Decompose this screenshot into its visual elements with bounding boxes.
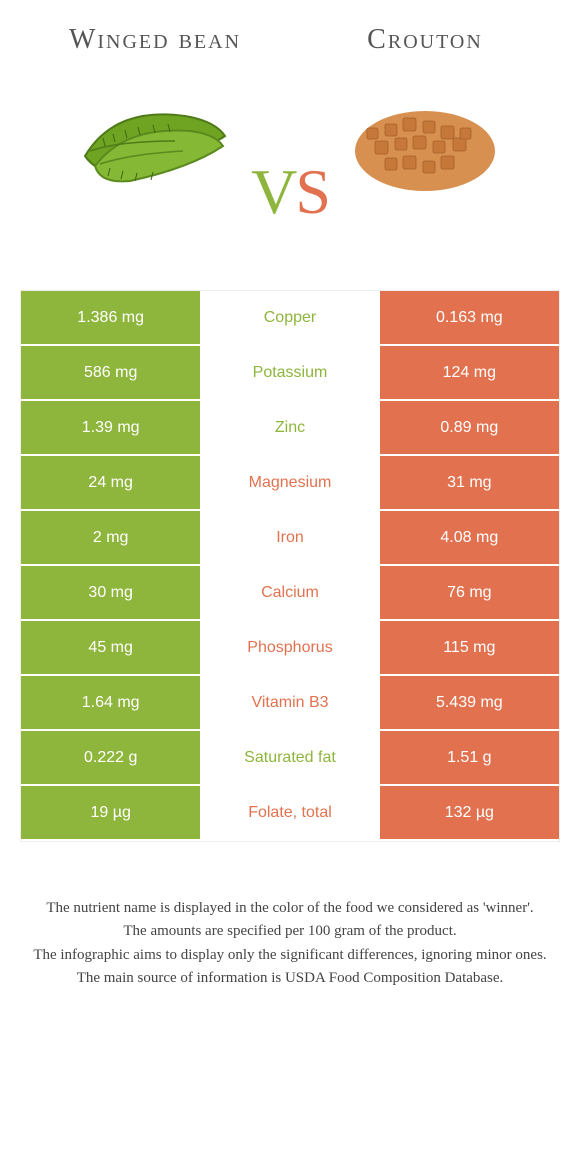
- footer-notes: The nutrient name is displayed in the co…: [30, 897, 550, 990]
- header: Winged bean Crou: [0, 0, 580, 280]
- left-value-cell: 1.39 mg: [21, 401, 200, 456]
- table-row: 2 mgIron4.08 mg: [21, 511, 559, 566]
- nutrient-name-cell: Potassium: [200, 346, 379, 401]
- table-row: 30 mgCalcium76 mg: [21, 566, 559, 621]
- left-value-cell: 1.386 mg: [21, 291, 200, 346]
- nutrient-name-cell: Saturated fat: [200, 731, 379, 786]
- left-value-cell: 586 mg: [21, 346, 200, 401]
- right-value-cell: 0.89 mg: [380, 401, 559, 456]
- left-value-cell: 2 mg: [21, 511, 200, 566]
- vs-badge: VS: [251, 155, 329, 229]
- winged-bean-icon: [75, 86, 235, 196]
- nutrient-name-cell: Folate, total: [200, 786, 379, 841]
- right-value-cell: 76 mg: [380, 566, 559, 621]
- right-value-cell: 1.51 g: [380, 731, 559, 786]
- right-value-cell: 0.163 mg: [380, 291, 559, 346]
- table-row: 1.64 mgVitamin B35.439 mg: [21, 676, 559, 731]
- nutrient-table: 1.386 mgCopper0.163 mg586 mgPotassium124…: [20, 290, 560, 842]
- table-row: 24 mgMagnesium31 mg: [21, 456, 559, 511]
- table-row: 45 mgPhosphorus115 mg: [21, 621, 559, 676]
- vs-letter-s: S: [295, 156, 329, 227]
- left-value-cell: 24 mg: [21, 456, 200, 511]
- footer-line-1: The nutrient name is displayed in the co…: [30, 897, 550, 920]
- nutrient-name-cell: Magnesium: [200, 456, 379, 511]
- left-value-cell: 45 mg: [21, 621, 200, 676]
- nutrient-name-cell: Zinc: [200, 401, 379, 456]
- left-value-cell: 30 mg: [21, 566, 200, 621]
- right-food-title: Crouton: [367, 25, 483, 56]
- footer-line-4: The main source of information is USDA F…: [30, 967, 550, 990]
- right-food-column: Crouton: [290, 25, 560, 270]
- left-food-column: Winged bean: [20, 25, 290, 270]
- left-food-title: Winged bean: [69, 25, 241, 56]
- right-value-cell: 31 mg: [380, 456, 559, 511]
- nutrient-name-cell: Copper: [200, 291, 379, 346]
- right-value-cell: 124 mg: [380, 346, 559, 401]
- left-value-cell: 0.222 g: [21, 731, 200, 786]
- nutrient-name-cell: Vitamin B3: [200, 676, 379, 731]
- footer-line-2: The amounts are specified per 100 gram o…: [30, 920, 550, 943]
- table-row: 19 µgFolate, total132 µg: [21, 786, 559, 841]
- vs-letter-v: V: [251, 156, 295, 227]
- table-row: 586 mgPotassium124 mg: [21, 346, 559, 401]
- table-row: 1.386 mgCopper0.163 mg: [21, 291, 559, 346]
- crouton-icon: [345, 86, 505, 196]
- nutrient-name-cell: Phosphorus: [200, 621, 379, 676]
- left-value-cell: 19 µg: [21, 786, 200, 841]
- right-value-cell: 115 mg: [380, 621, 559, 676]
- table-row: 0.222 gSaturated fat1.51 g: [21, 731, 559, 786]
- left-value-cell: 1.64 mg: [21, 676, 200, 731]
- nutrient-name-cell: Calcium: [200, 566, 379, 621]
- table-row: 1.39 mgZinc0.89 mg: [21, 401, 559, 456]
- right-value-cell: 5.439 mg: [380, 676, 559, 731]
- footer-line-3: The infographic aims to display only the…: [30, 944, 550, 967]
- nutrient-name-cell: Iron: [200, 511, 379, 566]
- right-value-cell: 4.08 mg: [380, 511, 559, 566]
- right-value-cell: 132 µg: [380, 786, 559, 841]
